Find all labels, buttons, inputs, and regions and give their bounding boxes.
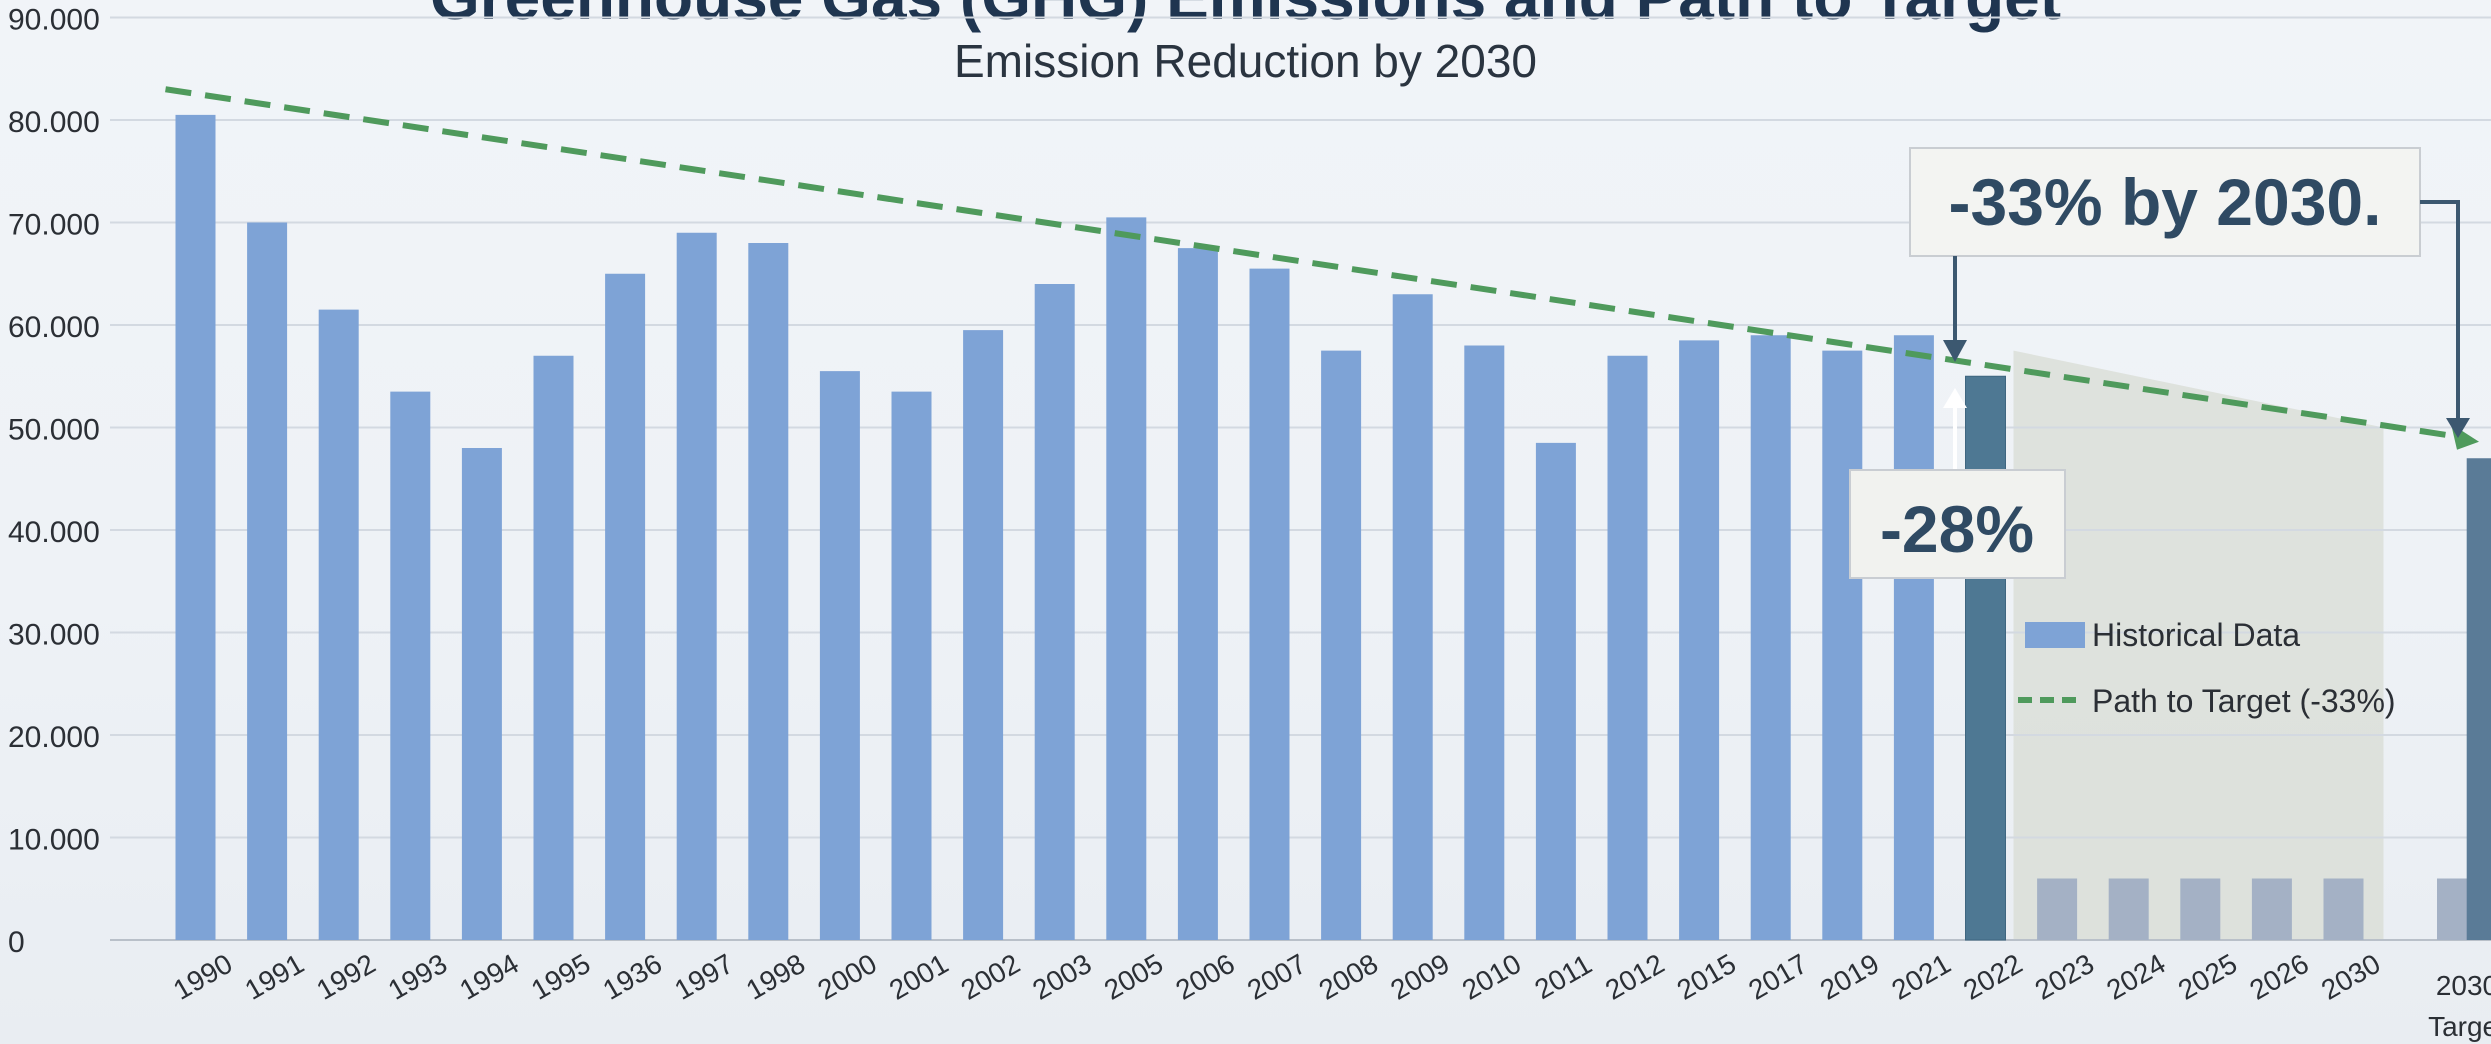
bar	[175, 114, 216, 940]
bar	[1249, 268, 1290, 940]
bar	[1679, 340, 1720, 940]
bar	[1464, 345, 1505, 940]
y-tick-label: 60.000	[8, 311, 100, 344]
bar	[247, 222, 288, 940]
x-tick-label: 1998	[741, 948, 810, 1006]
annotation-box-2022	[1849, 469, 2066, 579]
x-tick-label: 2025	[2173, 948, 2242, 1006]
bar	[891, 391, 932, 940]
bar	[1750, 335, 1791, 940]
x-tick-label: 1995	[526, 948, 595, 1006]
bar	[605, 273, 646, 940]
y-tick-label: 30.000	[8, 619, 100, 652]
target-path-line	[165, 86, 2466, 441]
y-tick-label: 10.000	[8, 824, 100, 857]
bar	[2037, 878, 2078, 940]
x-tick-label: 2008	[1314, 948, 1383, 1006]
bar	[2180, 878, 2221, 940]
bar	[1106, 217, 1147, 940]
annotation-connector-arrow	[1943, 340, 1967, 362]
y-tick-label: 0	[8, 926, 25, 959]
bar	[748, 243, 789, 940]
x-tick-label: 1992	[311, 948, 380, 1006]
x-tick-label: 1993	[383, 948, 452, 1006]
annotation-bracket-line	[2420, 200, 2460, 418]
x-tick-label: 1936	[598, 948, 667, 1006]
projection-shaded-area	[2013, 350, 2384, 940]
legend-label-path: Path to Target (-33%)	[2092, 683, 2396, 719]
x-tick-label: 2012	[1600, 948, 1669, 1006]
bar	[1321, 350, 1362, 940]
x-tick-label: 1990	[168, 948, 237, 1006]
bar	[1965, 375, 2006, 941]
x-tick-label: 2017	[1743, 948, 1812, 1006]
bar	[390, 391, 431, 940]
y-tick-label: 70.000	[8, 209, 100, 242]
y-tick-label: 90.000	[8, 4, 100, 37]
bar	[2323, 878, 2364, 940]
x-tick-label-target-word: Target	[2428, 1011, 2491, 1042]
x-tick-label: 1994	[454, 948, 523, 1006]
x-tick-label: 2003	[1027, 948, 1096, 1006]
bar	[533, 355, 574, 940]
x-tick-label: 1991	[240, 948, 309, 1006]
bar	[963, 330, 1004, 940]
legend-label-historical: Historical Data	[2092, 617, 2300, 653]
x-tick-label: 2024	[2101, 948, 2170, 1006]
chart-subtitle: Emission Reduction by 2030	[954, 35, 1537, 87]
annotation-text-target: -33% by 2030.	[1949, 165, 2382, 239]
bar	[318, 309, 359, 940]
x-tick-label: 2009	[1385, 948, 1454, 1006]
legend-swatch-historical	[2025, 622, 2085, 648]
bar	[1392, 294, 1433, 940]
x-tick-label: 2015	[1672, 948, 1741, 1006]
y-tick-label: 50.000	[8, 414, 100, 447]
x-tick-label: 2006	[1170, 948, 1239, 1006]
bar	[1034, 284, 1075, 940]
y-tick-label: 20.000	[8, 721, 100, 754]
x-tick-label: 2007	[1242, 948, 1311, 1006]
x-tick-label: 2011	[1529, 948, 1597, 1005]
x-tick-label: 2019	[1815, 948, 1884, 1006]
bar	[461, 448, 502, 940]
x-tick-label: 1997	[669, 948, 738, 1006]
x-tick-label: 2010	[1457, 948, 1526, 1006]
annotation-box-target	[1909, 147, 2421, 257]
x-tick-label: 2030	[2316, 948, 2385, 1006]
bar	[819, 371, 860, 940]
annotation-up-arrow-head	[1943, 388, 1967, 408]
x-tick-label: 2026	[2244, 948, 2313, 1006]
bar	[2108, 878, 2149, 940]
x-tick-label: 2001	[884, 948, 953, 1006]
x-tick-label: 2022	[1958, 948, 2027, 1006]
y-tick-label: 80.000	[8, 106, 100, 139]
bar	[1607, 355, 1648, 940]
y-tick-label: 40.000	[8, 516, 100, 549]
bar	[1893, 335, 1934, 940]
x-tick-label: 2002	[956, 948, 1025, 1006]
bar	[1177, 248, 1218, 940]
x-tick-label: 2000	[812, 948, 881, 1006]
bar	[2251, 878, 2292, 940]
annotation-bracket-arrow	[2446, 418, 2470, 438]
bar	[1822, 350, 1863, 940]
x-tick-label: 2005	[1099, 948, 1168, 1006]
x-tick-label: 2023	[2030, 948, 2099, 1006]
annotation-text-2022: -28%	[1880, 492, 2034, 566]
x-tick-label-target-year: 2030	[2436, 970, 2491, 1001]
x-tick-label: 2021	[1886, 948, 1955, 1006]
bar	[676, 232, 717, 940]
bar	[2466, 458, 2491, 940]
bar	[1535, 442, 1576, 940]
